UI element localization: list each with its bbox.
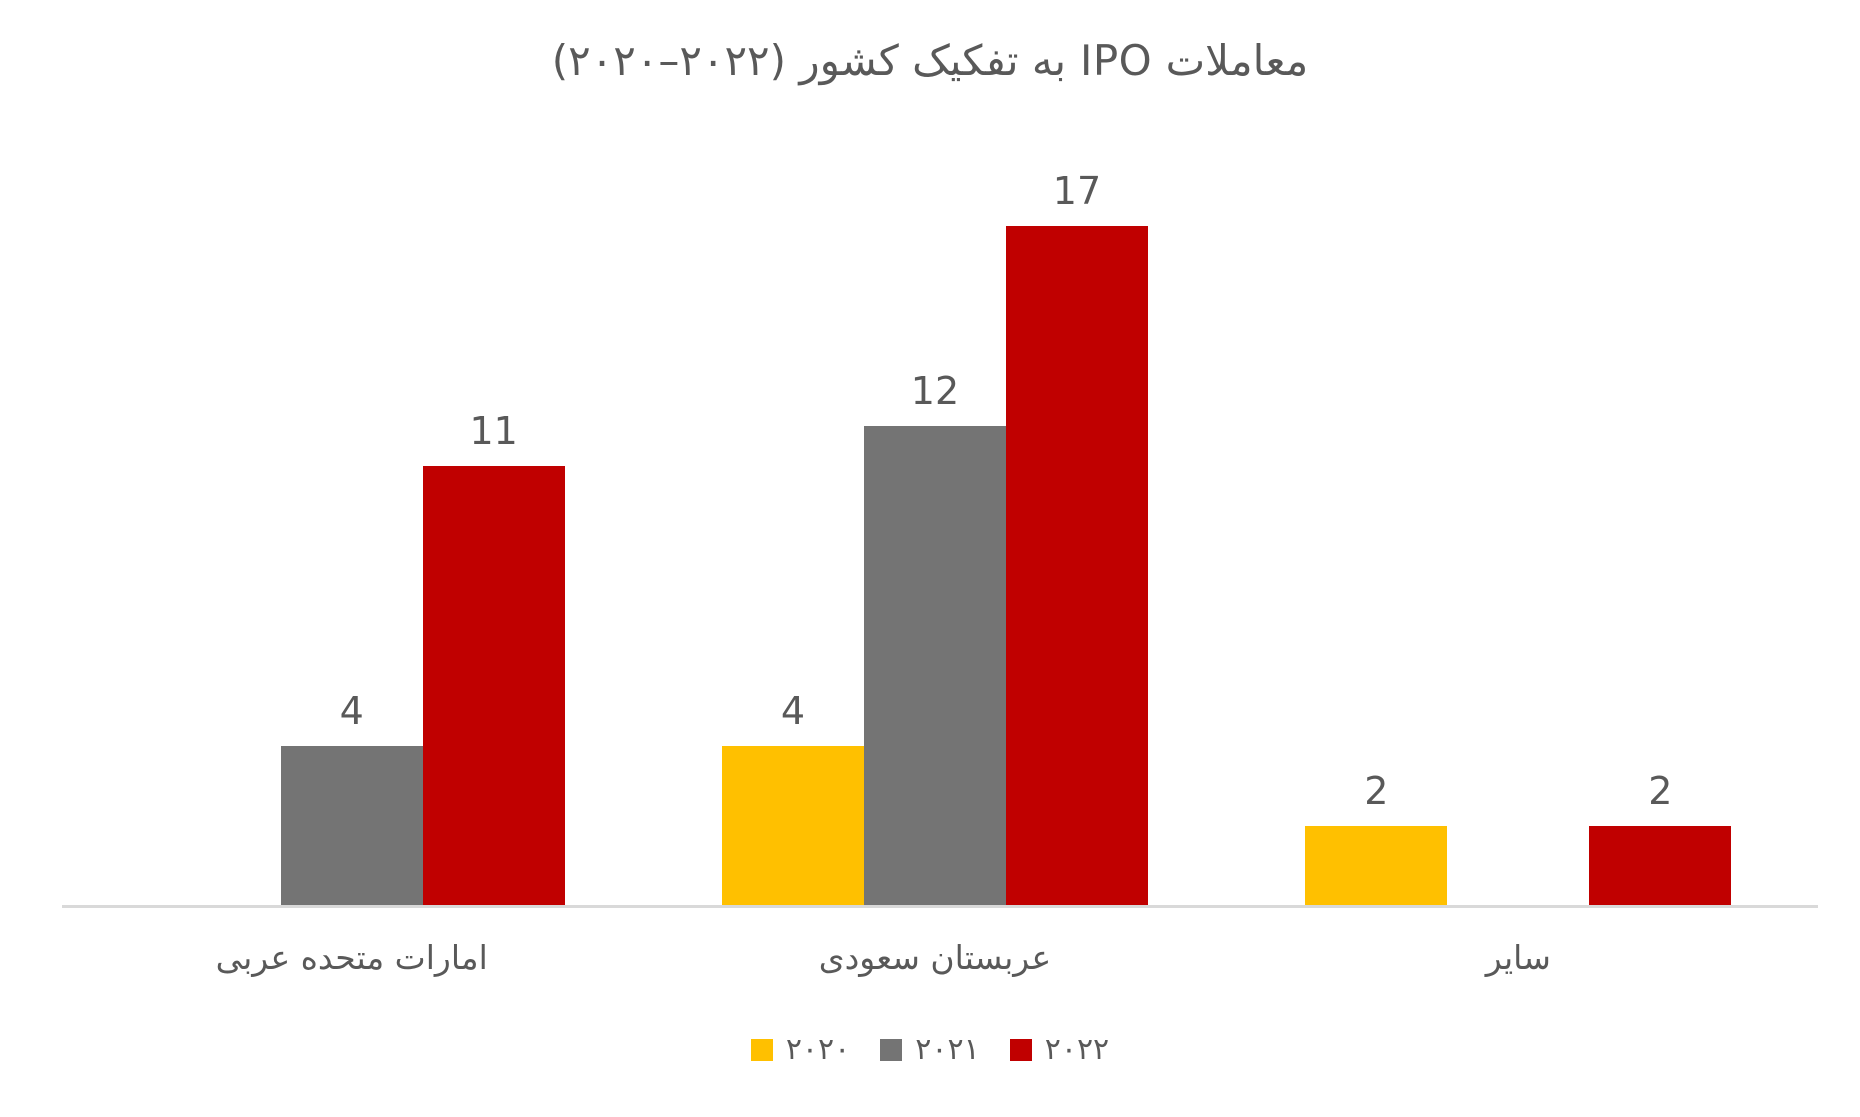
data-label-2020-other: 2	[1364, 769, 1389, 813]
category-group-saudi-arabia: 4 12 17	[643, 172, 1226, 906]
category-label-other: سایر	[1485, 938, 1551, 977]
bar-2020-saudi-arabia	[721, 746, 864, 906]
legend-label-2020: ۲۰۲۰	[785, 1032, 851, 1067]
bar-slot-2021-saudi-arabia: 12	[863, 226, 1006, 906]
legend-item-2022: ۲۰۲۲	[1009, 1032, 1110, 1067]
data-label-2021-uae: 4	[339, 689, 364, 733]
data-label-2022-uae: 11	[469, 409, 518, 453]
bar-2021-saudi-arabia	[863, 426, 1006, 906]
bar-slot-2021-uae: 4	[280, 226, 423, 906]
category-label-saudi-arabia: عربستان سعودی	[818, 938, 1052, 977]
legend-label-2021: ۲۰۲۱	[915, 1032, 980, 1067]
bar-2022-other	[1589, 826, 1732, 906]
legend-item-2021: ۲۰۲۱	[880, 1032, 980, 1067]
legend-label-2022: ۲۰۲۲	[1044, 1032, 1110, 1067]
chart-title: معاملات IPO به تفکیک کشور (۲۰۲۲–۲۰۲۰)	[551, 36, 1309, 85]
category-axis-labels: امارات متحده عربی عربستان سعودی سایر	[60, 938, 1810, 977]
bar-slot-2020-uae	[139, 226, 281, 906]
bar-2020-other	[1305, 826, 1448, 906]
legend-swatch-2022	[1009, 1038, 1032, 1061]
bar-slot-2022-other: 2	[1589, 226, 1732, 906]
bar-slot-2022-uae: 11	[422, 226, 565, 906]
bar-slot-2020-other: 2	[1305, 226, 1448, 906]
bar-slot-2020-saudi-arabia: 4	[721, 226, 864, 906]
bar-2021-uae	[280, 746, 423, 906]
data-label-2022-saudi-arabia: 17	[1052, 169, 1102, 213]
legend: ۲۰۲۰ ۲۰۲۱ ۲۰۲۲	[0, 1032, 1860, 1067]
bar-groups: 4 11 4 12 17 2 2	[60, 172, 1810, 906]
data-label-2021-saudi-arabia: 12	[910, 369, 960, 413]
x-axis-line	[62, 905, 1818, 908]
bar-2022-uae	[422, 466, 565, 906]
data-label-2020-saudi-arabia: 4	[780, 689, 806, 733]
category-label-uae: امارات متحده عربی	[215, 938, 488, 977]
legend-swatch-2020	[750, 1038, 773, 1061]
legend-item-2020: ۲۰۲۰	[750, 1032, 851, 1067]
category-group-uae: 4 11	[60, 226, 643, 906]
bar-slot-2022-saudi-arabia: 17	[1005, 172, 1148, 906]
data-label-2022-other: 2	[1648, 769, 1673, 813]
legend-swatch-2021	[880, 1038, 903, 1061]
plot-area: 4 11 4 12 17 2 2	[60, 172, 1818, 908]
bar-2022-saudi-arabia	[1005, 226, 1148, 906]
